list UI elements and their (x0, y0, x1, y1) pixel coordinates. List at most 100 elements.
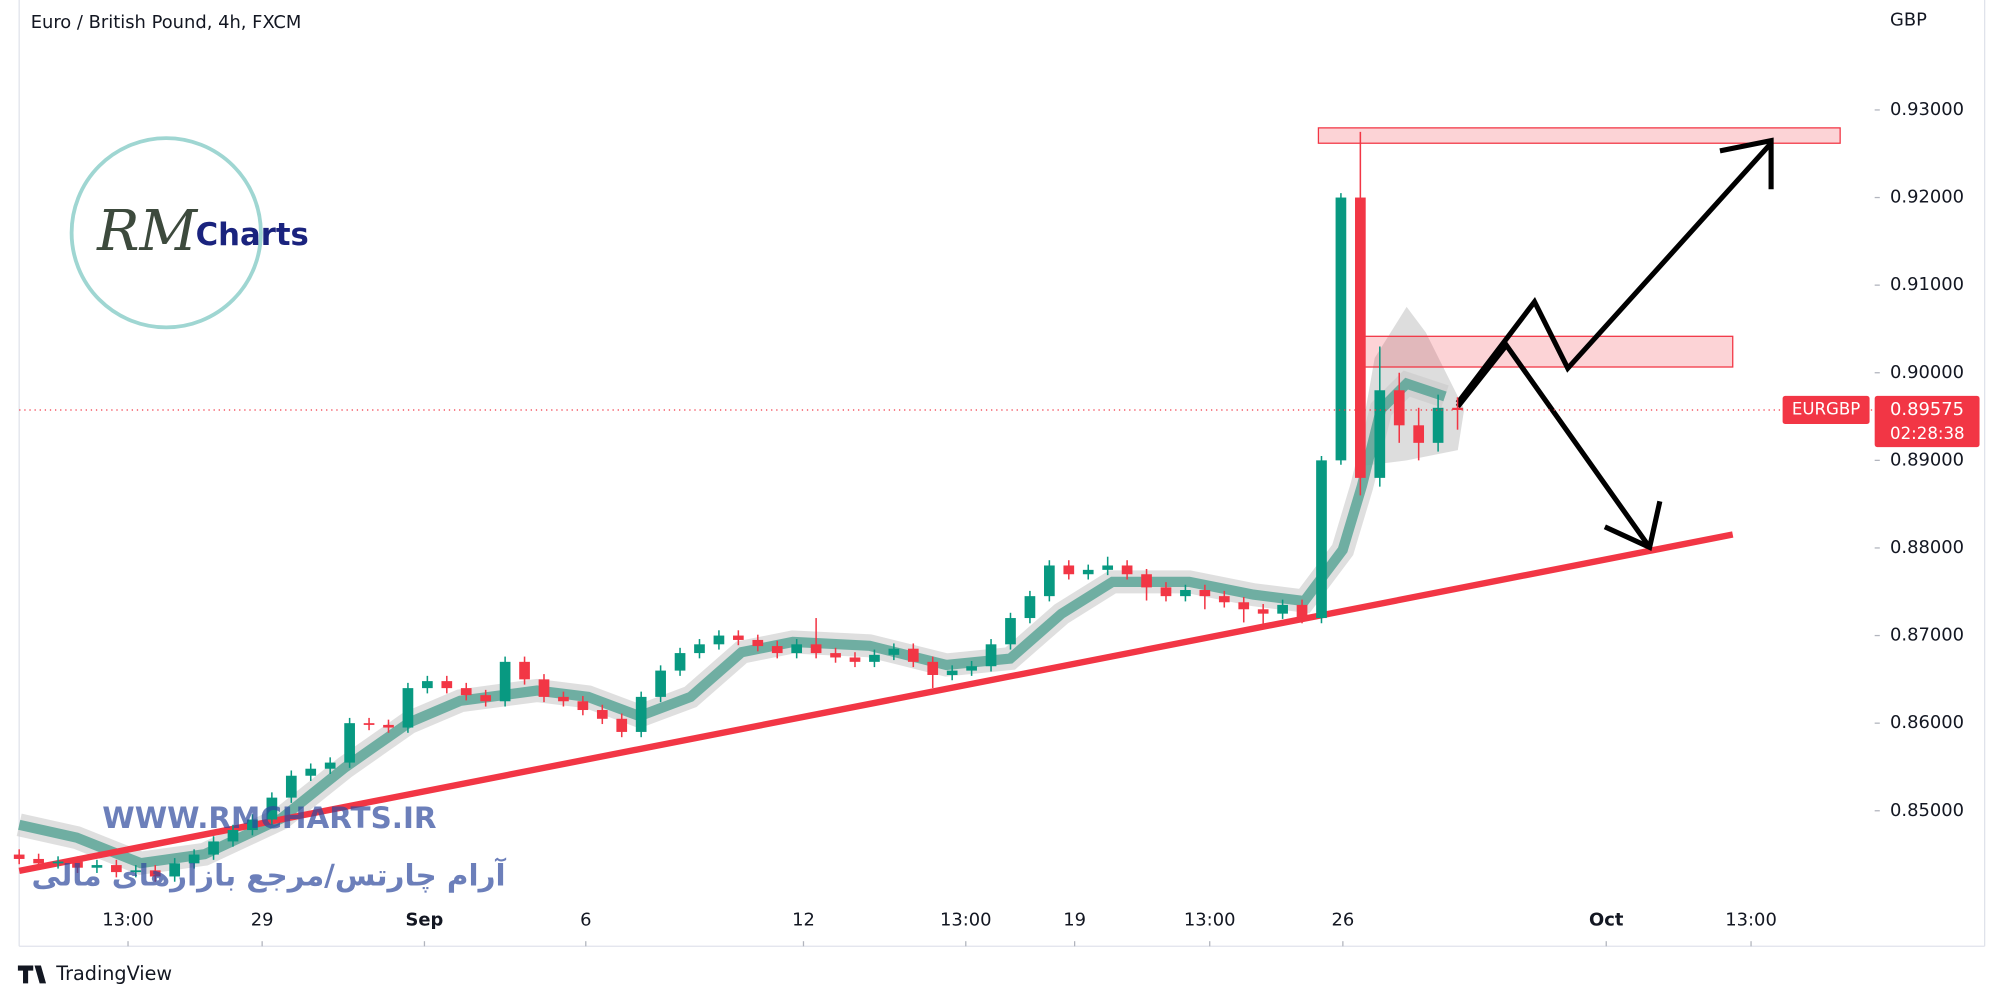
candle-body (1024, 596, 1036, 619)
candle-body (1005, 618, 1016, 645)
candle-body (1218, 596, 1230, 603)
brand-icon (17, 965, 47, 984)
y-tick-label: 0.91000 (1890, 274, 1964, 295)
arrow-head (1719, 137, 1774, 190)
candle-body (1413, 425, 1425, 443)
y-tick-label: 0.86000 (1890, 712, 1964, 733)
candle-body (33, 858, 44, 864)
x-tick-label: 29 (251, 910, 274, 931)
indicator-line (18, 377, 1447, 869)
x-tick-label: 13:00 (1184, 910, 1236, 931)
y-tick-label: 0.90000 (1890, 362, 1964, 383)
candle-body (1082, 569, 1094, 575)
candle-body (1063, 565, 1075, 575)
candle-body (616, 718, 628, 732)
x-tick-label: 19 (1063, 910, 1086, 931)
y-tick-label: 0.93000 (1890, 99, 1964, 120)
candle-body (1160, 587, 1172, 597)
candle-body (188, 854, 200, 864)
candle-body (324, 762, 336, 769)
candle-body (247, 819, 258, 831)
x-tick-label: 26 (1331, 910, 1354, 931)
candle-body (966, 666, 977, 671)
candle-body (1199, 590, 1211, 597)
footer-brand: TradingView (55, 962, 172, 985)
candle-body (1335, 197, 1347, 461)
candle-body (830, 653, 841, 658)
candle-body (1296, 604, 1308, 619)
plot-area (13, 131, 1875, 882)
x-tick-label: 12 (792, 910, 815, 931)
candle-body (752, 639, 764, 647)
y-tick-label: 0.85000 (1890, 800, 1964, 821)
candle-body (130, 870, 142, 873)
candle-body (441, 681, 453, 689)
candle-body (480, 695, 492, 702)
candle-body (111, 865, 122, 873)
candle-body (422, 681, 433, 689)
arrow-up (1455, 141, 1773, 405)
x-tick-label: 13:00 (940, 910, 992, 931)
candle-body (985, 644, 997, 667)
candle-body (1355, 197, 1366, 478)
candle-body (907, 648, 919, 662)
candle-body (499, 661, 511, 702)
logo-text: Charts (196, 218, 309, 253)
candle-body (810, 644, 822, 654)
candle-body (52, 861, 64, 864)
candle-body (519, 661, 530, 680)
candle-body (791, 644, 803, 654)
candle-body (1141, 574, 1152, 588)
x-tick-label: 13:00 (102, 910, 154, 931)
candle-body (1393, 390, 1405, 426)
candle-body (674, 653, 686, 671)
candle-body (1044, 565, 1055, 597)
last-price-label: 0.89575 (1890, 399, 1964, 420)
symbol-label: EURGBP (1792, 399, 1860, 418)
candle-body (538, 679, 550, 697)
countdown-label: 02:28:38 (1890, 424, 1965, 443)
candle-body (733, 635, 744, 640)
candle-body (1374, 390, 1386, 478)
candle-body (266, 797, 278, 820)
candle-body (1316, 460, 1327, 619)
y-tick-label: 0.89000 (1890, 449, 1964, 470)
candle-body (1238, 602, 1250, 610)
candle-body (713, 635, 725, 645)
annotations (16, 127, 1841, 875)
x-tick-label: Oct (1589, 910, 1624, 931)
candle-body (946, 670, 958, 675)
candle-body (1102, 565, 1114, 570)
candle-body (888, 648, 900, 655)
candle-body (1277, 604, 1288, 614)
candle-body (558, 696, 569, 702)
candle-body (169, 863, 181, 877)
x-tick-label: 6 (580, 910, 591, 931)
trend-line (18, 531, 1734, 874)
candle-body (208, 841, 219, 855)
candle-body (305, 768, 317, 776)
y-tick-label: 0.88000 (1890, 537, 1964, 558)
candle-body (383, 724, 394, 728)
candle-body (344, 723, 355, 763)
candle-body (1180, 590, 1191, 597)
candle-body (1452, 407, 1463, 410)
candle-body (596, 710, 608, 719)
candle-body (655, 670, 666, 697)
candle-body (402, 688, 414, 728)
candle-body (1121, 565, 1133, 575)
candle-body (363, 723, 375, 725)
arrow-down (1455, 341, 1652, 549)
x-tick-label: 13:00 (1725, 910, 1777, 931)
candle-body (635, 696, 647, 732)
arrow-head (1603, 500, 1663, 551)
candle-body (149, 870, 161, 877)
resistance-zone (1317, 127, 1841, 144)
logo-mark: RM (96, 199, 198, 264)
candle-body (869, 654, 880, 662)
logo-ring (69, 136, 263, 330)
candle-body (227, 830, 239, 842)
candle-body (13, 854, 25, 859)
